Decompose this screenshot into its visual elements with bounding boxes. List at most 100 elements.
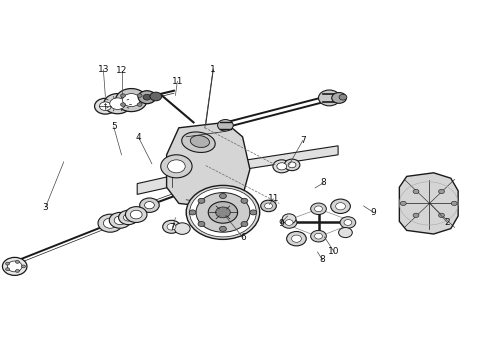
Circle shape xyxy=(311,203,326,215)
Circle shape xyxy=(167,224,176,230)
Circle shape xyxy=(137,94,142,98)
Text: 7: 7 xyxy=(300,136,306,145)
Circle shape xyxy=(216,207,230,218)
Circle shape xyxy=(287,231,306,246)
Circle shape xyxy=(163,220,180,233)
Circle shape xyxy=(241,221,248,226)
Circle shape xyxy=(16,260,20,263)
Ellipse shape xyxy=(182,132,215,152)
Circle shape xyxy=(110,98,125,109)
Text: 9: 9 xyxy=(278,219,284,228)
Circle shape xyxy=(138,91,156,104)
Circle shape xyxy=(208,202,238,223)
Circle shape xyxy=(451,201,457,206)
Circle shape xyxy=(189,210,196,215)
Text: 5: 5 xyxy=(111,122,117,131)
Circle shape xyxy=(413,213,419,217)
Polygon shape xyxy=(167,122,250,209)
Text: 8: 8 xyxy=(320,179,326,188)
Circle shape xyxy=(16,270,20,273)
Circle shape xyxy=(318,90,340,106)
Circle shape xyxy=(284,159,300,171)
Circle shape xyxy=(137,103,142,106)
Circle shape xyxy=(2,257,27,275)
Circle shape xyxy=(273,160,291,173)
Circle shape xyxy=(119,210,138,225)
Circle shape xyxy=(150,92,162,101)
Circle shape xyxy=(198,198,205,203)
Circle shape xyxy=(116,89,147,112)
Circle shape xyxy=(282,214,296,224)
Circle shape xyxy=(250,210,257,215)
Text: 4: 4 xyxy=(136,133,142,142)
Circle shape xyxy=(439,213,444,217)
Circle shape xyxy=(277,163,287,170)
Polygon shape xyxy=(245,146,338,169)
Text: 9: 9 xyxy=(370,208,376,217)
Circle shape xyxy=(123,214,133,221)
Circle shape xyxy=(186,185,260,239)
Circle shape xyxy=(292,235,301,242)
Circle shape xyxy=(145,202,154,209)
Circle shape xyxy=(261,200,276,212)
Text: 12: 12 xyxy=(116,66,127,75)
Circle shape xyxy=(104,94,131,114)
Circle shape xyxy=(285,220,293,225)
Circle shape xyxy=(413,189,419,194)
Ellipse shape xyxy=(190,135,210,148)
Circle shape xyxy=(331,199,350,213)
Circle shape xyxy=(121,103,125,106)
Text: 13: 13 xyxy=(98,66,109,75)
Circle shape xyxy=(190,188,256,237)
Circle shape xyxy=(121,94,125,98)
Circle shape xyxy=(332,93,346,103)
Circle shape xyxy=(218,120,233,131)
Circle shape xyxy=(241,198,248,203)
Circle shape xyxy=(98,214,122,232)
Circle shape xyxy=(336,203,345,210)
Circle shape xyxy=(311,230,326,242)
Text: 11: 11 xyxy=(268,194,279,203)
Text: 6: 6 xyxy=(240,233,246,242)
Circle shape xyxy=(340,217,356,228)
Circle shape xyxy=(196,193,250,232)
Circle shape xyxy=(5,268,9,271)
Text: 7: 7 xyxy=(170,223,175,232)
Circle shape xyxy=(114,216,126,225)
Circle shape xyxy=(168,160,185,173)
Circle shape xyxy=(315,233,322,239)
Circle shape xyxy=(174,223,190,234)
Polygon shape xyxy=(399,173,458,234)
Circle shape xyxy=(95,98,116,114)
Circle shape xyxy=(22,265,25,268)
Circle shape xyxy=(439,189,444,194)
Circle shape xyxy=(140,198,159,212)
Circle shape xyxy=(5,262,9,265)
Circle shape xyxy=(315,206,322,212)
Text: 8: 8 xyxy=(319,256,325,264)
Text: 11: 11 xyxy=(172,77,183,86)
Circle shape xyxy=(130,210,142,219)
Circle shape xyxy=(109,212,131,228)
Circle shape xyxy=(220,226,226,231)
Circle shape xyxy=(125,207,147,222)
Circle shape xyxy=(7,261,22,272)
Circle shape xyxy=(220,193,226,198)
Circle shape xyxy=(281,217,297,228)
Text: 2: 2 xyxy=(444,218,450,227)
Polygon shape xyxy=(137,171,194,194)
Circle shape xyxy=(103,218,117,228)
Circle shape xyxy=(265,203,272,209)
Circle shape xyxy=(143,94,151,100)
Text: 3: 3 xyxy=(43,202,49,211)
Circle shape xyxy=(198,221,205,226)
Circle shape xyxy=(344,220,352,225)
Circle shape xyxy=(122,94,140,107)
Text: 1: 1 xyxy=(210,65,216,74)
Circle shape xyxy=(161,155,192,178)
Circle shape xyxy=(400,201,406,206)
Circle shape xyxy=(339,94,347,100)
Text: 10: 10 xyxy=(328,248,340,256)
Circle shape xyxy=(339,228,352,238)
Circle shape xyxy=(288,162,296,168)
